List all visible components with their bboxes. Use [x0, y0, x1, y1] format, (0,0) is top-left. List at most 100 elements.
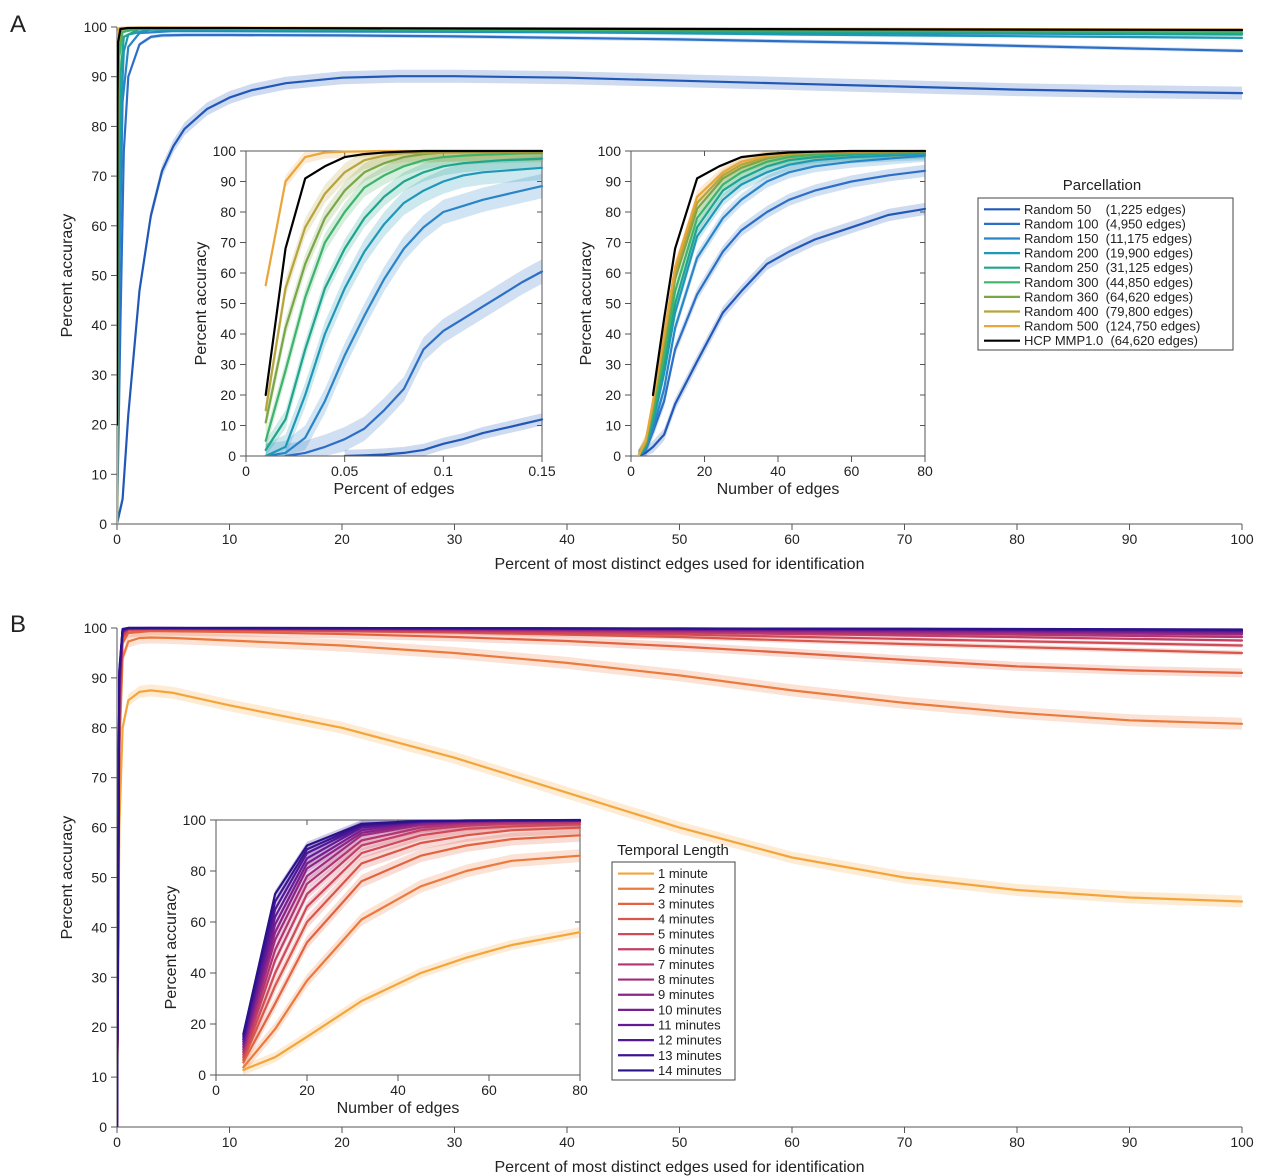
x-tick-label: 0 [113, 531, 121, 547]
y-tick-label: 70 [605, 235, 621, 251]
x-tick-label: 0.05 [331, 463, 358, 479]
y-tick-label: 10 [91, 466, 107, 482]
y-tick-label: 40 [190, 965, 206, 981]
x-tick-label: 90 [1122, 531, 1138, 547]
x-tick-label: 20 [299, 1082, 315, 1098]
legend-entry: 9 minutes [658, 987, 715, 1002]
y-tick-label: 70 [91, 770, 107, 786]
y-tick-label: 10 [605, 418, 621, 434]
legend-entry: Random 150 (11,175 edges) [1024, 231, 1192, 246]
legend-entry: 5 minutes [658, 927, 715, 942]
y-axis-title: Percent accuracy [59, 214, 76, 338]
y-tick-label: 50 [220, 296, 236, 312]
x-tick-label: 40 [559, 531, 575, 547]
y-tick-label: 20 [91, 1019, 107, 1035]
panel-b-letter: B [10, 611, 26, 638]
legend-entry: 8 minutes [658, 972, 715, 987]
y-tick-label: 30 [220, 357, 236, 373]
y-tick-label: 50 [605, 296, 621, 312]
x-tick-label: 20 [334, 531, 350, 547]
x-tick-label: 60 [481, 1082, 497, 1098]
y-tick-label: 90 [91, 69, 107, 85]
y-tick-label: 90 [220, 174, 236, 190]
y-axis-title: Percent accuracy [193, 242, 210, 366]
y-tick-label: 100 [84, 19, 108, 35]
y-axis-title: Percent accuracy [163, 886, 180, 1010]
y-tick-label: 60 [605, 265, 621, 281]
x-tick-label: 80 [917, 463, 933, 479]
chart-panelA-inset-number: 0 20 40 60 80 0 10 20 30 40 50 60 70 80 90 100 Number of… [578, 143, 933, 498]
y-tick-label: 50 [91, 268, 107, 284]
x-tick-label: 90 [1122, 1134, 1138, 1150]
y-tick-label: 60 [190, 914, 206, 930]
x-tick-label: 80 [1009, 1134, 1025, 1150]
y-tick-label: 0 [198, 1067, 206, 1083]
chart-panelB-inset-number: 0 20 40 60 80020406080100Number of edgesPerc… [163, 812, 588, 1117]
legend-title: Temporal Length [617, 842, 729, 859]
y-tick-label: 20 [220, 387, 236, 403]
y-tick-label: 40 [91, 317, 107, 333]
y-tick-label: 100 [213, 143, 237, 159]
x-tick-label: 60 [844, 463, 860, 479]
chart-panelA-inset-percent: 0 0.05 0.1 0.15 0 10 20 30 40 50 60 70 80 90 100 Percen… [193, 143, 556, 498]
x-tick-label: 0.15 [528, 463, 555, 479]
x-tick-label: 10 [222, 531, 238, 547]
legend-entry: HCP MMP1.0 (64,620 edges) [1024, 333, 1198, 348]
x-tick-label: 40 [559, 1134, 575, 1150]
x-axis-title: Percent of most distinct edges used for … [495, 1159, 865, 1176]
y-tick-label: 0 [613, 448, 621, 464]
y-tick-label: 90 [605, 174, 621, 190]
x-tick-label: 50 [672, 531, 688, 547]
y-tick-label: 70 [220, 235, 236, 251]
x-tick-label: 60 [784, 531, 800, 547]
legend-entry: 1 minute [658, 866, 708, 881]
legend-entry: Random 250 (31,125 edges) [1024, 260, 1193, 275]
y-tick-label: 80 [91, 118, 107, 134]
y-axis-title: Percent accuracy [59, 816, 76, 940]
x-tick-label: 50 [672, 1134, 688, 1150]
legend-entry: 6 minutes [658, 942, 715, 957]
y-tick-label: 50 [91, 870, 107, 886]
x-tick-label: 0 [113, 1134, 121, 1150]
x-tick-label: 60 [784, 1134, 800, 1150]
x-axis-title: Number of edges [337, 1100, 460, 1117]
y-tick-label: 60 [91, 218, 107, 234]
y-tick-label: 30 [91, 969, 107, 985]
legend-entry: Random 50 (1,225 edges) [1024, 202, 1186, 217]
plots-layer: 0 10 20 30 40 50 60 70 80 90 100010203040506070809… [59, 19, 1254, 1176]
y-tick-label: 60 [220, 265, 236, 281]
y-tick-label: 10 [220, 418, 236, 434]
x-tick-label: 0 [212, 1082, 220, 1098]
legend-entry: 13 minutes [658, 1048, 722, 1063]
legend-entry: Random 100 (4,950 edges) [1024, 216, 1186, 231]
x-tick-label: 10 [222, 1134, 238, 1150]
x-axis-title: Number of edges [717, 481, 840, 498]
x-tick-label: 70 [897, 531, 913, 547]
x-tick-label: 0.1 [434, 463, 454, 479]
y-tick-label: 80 [91, 720, 107, 736]
y-tick-label: 80 [220, 204, 236, 220]
legend-entry: 10 minutes [658, 1002, 722, 1017]
y-tick-label: 100 [183, 812, 207, 828]
legend-entry: Random 200 (19,900 edges) [1024, 246, 1193, 261]
legend-entry: 3 minutes [658, 896, 715, 911]
legend-entry: 11 minutes [658, 1018, 721, 1033]
y-tick-label: 20 [91, 417, 107, 433]
legend-entry: Random 500 (124,750 edges) [1024, 319, 1200, 334]
x-tick-label: 80 [572, 1082, 588, 1098]
y-tick-label: 80 [605, 204, 621, 220]
y-tick-label: 0 [99, 1119, 107, 1135]
y-tick-label: 40 [220, 326, 236, 342]
y-tick-label: 100 [84, 620, 108, 636]
y-tick-label: 20 [605, 387, 621, 403]
y-tick-label: 40 [91, 919, 107, 935]
x-axis-title: Percent of edges [334, 481, 455, 498]
x-tick-label: 40 [390, 1082, 406, 1098]
legend-entry: Random 400 (79,800 edges) [1024, 304, 1193, 319]
panel-a-letter: A [10, 11, 26, 38]
x-tick-label: 20 [697, 463, 713, 479]
y-tick-label: 80 [190, 863, 206, 879]
y-tick-label: 60 [91, 820, 107, 836]
x-tick-label: 100 [1230, 1134, 1254, 1150]
